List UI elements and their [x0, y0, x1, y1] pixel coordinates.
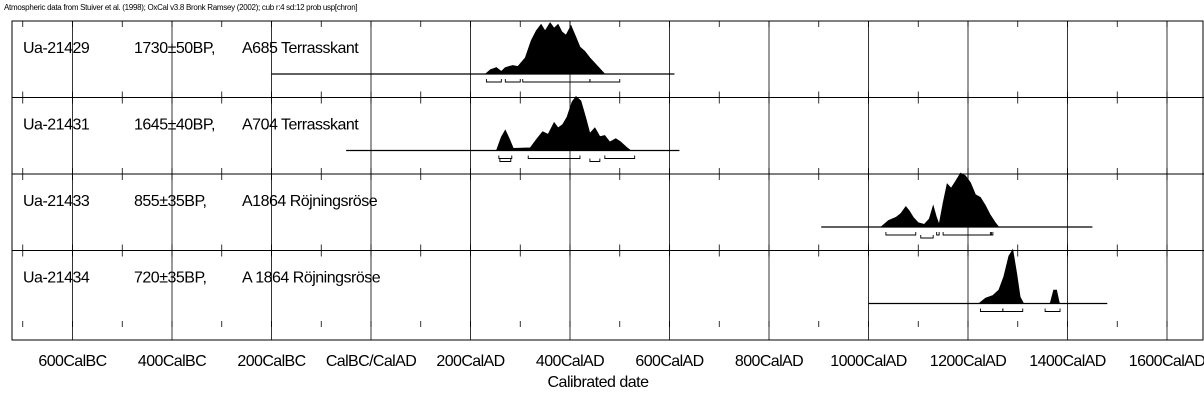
hpd-range-bracket [589, 158, 601, 162]
x-axis-title: Calibrated date [547, 374, 649, 391]
sample-rows: Ua-21429 1730±50BP, A685 TerrasskantUa-214… [23, 22, 1108, 312]
sample-row: Ua-21431 1645±40BP, A704 Terrasskant [23, 96, 680, 162]
hpd-range-bracket [527, 155, 581, 159]
hpd-range-bracket [989, 232, 994, 236]
oxcal-header-note: Atmospheric data from Stuiver et al. (19… [4, 3, 358, 12]
hpd-range-bracket [485, 79, 502, 83]
plot-grid [11, 20, 1204, 341]
x-tick-label: CalBC/CalAD [326, 353, 416, 370]
sample-age: 720±35BP, [134, 270, 207, 287]
hpd-range-bracket [942, 232, 992, 236]
hpd-range-bracket [979, 308, 1004, 312]
hpd-range-bracket [920, 235, 934, 239]
probability-distribution [495, 96, 632, 151]
sample-context: A685 Terrasskant [242, 40, 359, 57]
sample-row: Ua-21429 1730±50BP, A685 Terrasskant [23, 22, 675, 83]
sample-age: 1730±50BP, [134, 40, 215, 57]
x-tick-label: 200CalBC [237, 353, 305, 370]
x-tick-label: 400CalBC [138, 353, 206, 370]
sample-age: 1645±40BP, [134, 117, 215, 134]
hpd-range-bracket [522, 79, 591, 83]
hpd-range-bracket [589, 79, 621, 83]
probability-distribution [880, 172, 1000, 228]
x-tick-label: 600CalAD [635, 353, 703, 370]
x-tick-label: 1000CalAD [830, 353, 906, 370]
sample-row: Ua-21434 720±35BP, A 1864 Röjningsröse [23, 248, 1108, 312]
sample-lab-id: Ua-21433 [23, 193, 90, 210]
probability-distribution [484, 22, 606, 75]
sample-context: A 1864 Röjningsröse [242, 270, 381, 287]
x-tick-label: 400CalAD [536, 353, 604, 370]
x-tick-label: 1600CalAD [1129, 353, 1204, 370]
x-tick-label: 800CalAD [735, 353, 803, 370]
probability-distribution [978, 248, 1060, 304]
hpd-range-bracket [1044, 308, 1061, 312]
hpd-range-bracket [936, 232, 940, 236]
x-tick-label: 200CalAD [436, 353, 504, 370]
x-tick-label: 1200CalAD [930, 353, 1006, 370]
hpd-range-bracket [604, 155, 636, 159]
x-tick-label: 600CalBC [38, 353, 106, 370]
x-axis: 600CalBC 400CalBC 200CalBC CalBC/CalAD 200Ca… [38, 353, 1204, 370]
sample-context: A1864 Röjningsröse [242, 193, 378, 210]
hpd-range-bracket [504, 79, 521, 83]
sample-context: A704 Terrasskant [242, 117, 359, 134]
sample-lab-id: Ua-21429 [23, 40, 90, 57]
sample-lab-id: Ua-21434 [23, 270, 90, 287]
sample-age: 855±35BP, [134, 193, 207, 210]
plot-frame [11, 20, 1204, 341]
sample-lab-id: Ua-21431 [23, 117, 90, 134]
hpd-range-bracket [1002, 308, 1024, 312]
hpd-range-bracket [885, 232, 917, 236]
hpd-range-bracket [499, 158, 512, 162]
x-tick-label: 1400CalAD [1029, 353, 1105, 370]
hpd-range-bracket [498, 155, 513, 159]
sample-row: Ua-21433 855±35BP, A1864 Röjningsröse [23, 172, 1093, 239]
